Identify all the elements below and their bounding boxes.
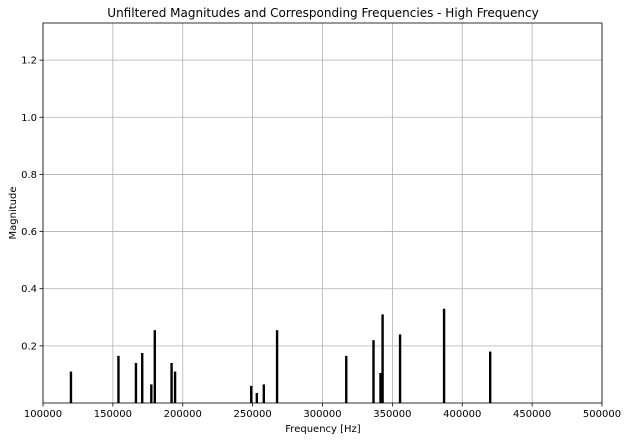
data-bar xyxy=(379,373,382,403)
data-bar xyxy=(150,384,153,403)
data-bar xyxy=(117,355,120,403)
data-bar xyxy=(69,371,73,403)
x-tick-label: 100000 xyxy=(24,409,62,420)
x-tick-label: 450000 xyxy=(513,409,551,420)
x-tick-label: 400000 xyxy=(443,409,481,420)
data-bar xyxy=(381,314,384,403)
grid-lines xyxy=(42,23,603,403)
data-bar xyxy=(489,351,492,403)
x-tick-label: 500000 xyxy=(583,409,621,420)
x-axis-title: Frequency [Hz] xyxy=(285,424,361,435)
y-tick-label: 0.2 xyxy=(21,341,37,352)
chart-title: Unfiltered Magnitudes and Corresponding … xyxy=(107,6,538,20)
data-bar xyxy=(442,308,446,403)
data-bar xyxy=(275,330,279,403)
y-tick-label: 0.8 xyxy=(21,170,37,181)
data-bar xyxy=(173,371,177,403)
data-bar xyxy=(170,363,173,403)
data-bar xyxy=(372,340,375,403)
data-bar xyxy=(262,384,266,403)
y-tick-label: 0.6 xyxy=(21,227,37,238)
x-tick-label: 250000 xyxy=(234,409,272,420)
y-axis-ticks: 0.2 0.4 0.6 0.8 1.0 1.2 xyxy=(21,56,43,352)
data-bar xyxy=(134,363,138,403)
data-bars xyxy=(69,308,492,403)
data-bar xyxy=(345,355,348,403)
x-tick-label: 350000 xyxy=(373,409,411,420)
data-bar xyxy=(255,393,259,403)
x-tick-label: 150000 xyxy=(94,409,132,420)
y-axis-title: Magnitude xyxy=(8,187,19,240)
data-bar xyxy=(398,334,402,403)
y-tick-label: 1.0 xyxy=(21,113,37,124)
y-tick-label: 1.2 xyxy=(21,56,37,67)
x-tick-label: 200000 xyxy=(164,409,202,420)
data-bar xyxy=(250,385,253,403)
data-bar xyxy=(141,353,144,403)
x-axis-ticks: 100000 150000 200000 250000 300000 350000 4000… xyxy=(24,403,621,420)
x-tick-label: 300000 xyxy=(303,409,341,420)
data-bar xyxy=(153,330,156,403)
y-tick-label: 0.4 xyxy=(21,284,37,295)
